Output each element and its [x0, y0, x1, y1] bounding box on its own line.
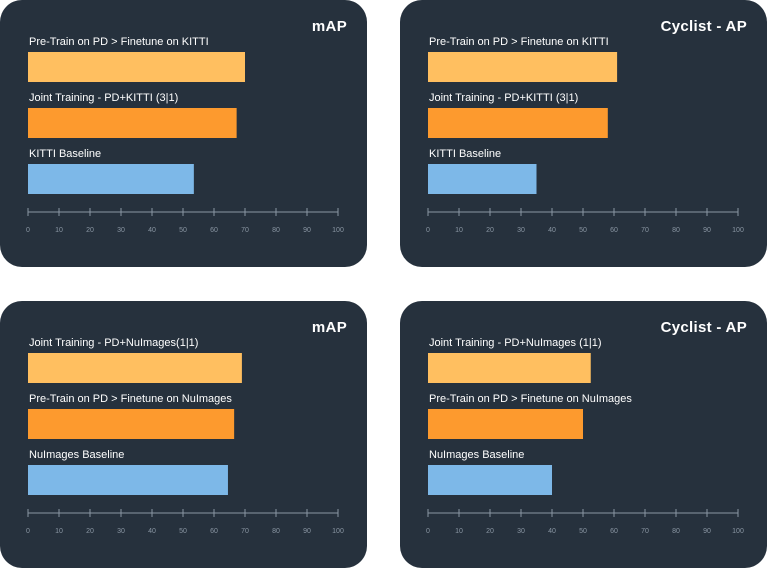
x-tick-label: 40 — [148, 227, 156, 234]
x-tick-label: 30 — [517, 528, 525, 535]
chart-panel-kitti-cyclist-ap: Cyclist - AP Pre-Train on PD > Finetune … — [400, 0, 767, 267]
chart-title: mAP — [311, 319, 347, 336]
bar-category-label: Pre-Train on PD > Finetune on KITTI — [429, 36, 609, 48]
x-tick-label: 50 — [179, 227, 187, 234]
bar — [428, 353, 591, 383]
x-tick-label: 90 — [303, 227, 311, 234]
x-tick-label: 30 — [517, 227, 525, 234]
bar-chart-svg: Joint Training - PD+NuImages (1|1) Pre-Tr… — [426, 337, 744, 535]
bar — [28, 409, 235, 439]
x-tick-label: 90 — [703, 528, 711, 535]
bar — [428, 465, 552, 495]
bar — [28, 465, 228, 495]
bar — [428, 164, 537, 194]
chart-panel-nuimages-cyclist-ap: Cyclist - AP Joint Training - PD+NuImage… — [400, 301, 767, 568]
x-tick-label: 90 — [703, 227, 711, 234]
x-tick-label: 60 — [210, 227, 218, 234]
x-tick-label: 30 — [117, 227, 125, 234]
bar-chart-svg: Pre-Train on PD > Finetune on KITTI Joint… — [26, 36, 344, 234]
x-tick-label: 20 — [486, 528, 494, 535]
x-tick-label: 50 — [179, 528, 187, 535]
bar-category-label: Joint Training - PD+KITTI (3|1) — [429, 92, 578, 104]
x-tick-label: 100 — [332, 227, 344, 234]
bar — [28, 108, 237, 138]
x-tick-label: 60 — [610, 227, 618, 234]
bar-category-label: KITTI Baseline — [29, 148, 101, 160]
bar-category-label: KITTI Baseline — [429, 148, 501, 160]
x-tick-label: 80 — [272, 528, 280, 535]
x-tick-label: 10 — [55, 227, 63, 234]
x-tick-label: 70 — [641, 227, 649, 234]
x-tick-label: 70 — [241, 528, 249, 535]
x-tick-label: 100 — [332, 528, 344, 535]
x-tick-label: 30 — [117, 528, 125, 535]
chart-panel-nuimages-map: mAP Joint Training - PD+NuImages(1|1) Pre… — [0, 301, 367, 568]
x-tick-label: 40 — [548, 227, 556, 234]
x-tick-label: 60 — [610, 528, 618, 535]
bar-category-label: NuImages Baseline — [429, 449, 524, 461]
bar-category-label: Pre-Train on PD > Finetune on KITTI — [29, 36, 209, 48]
x-tick-label: 10 — [455, 528, 463, 535]
chart-panel-kitti-map: mAP Pre-Train on PD > Finetune on KITTI J… — [0, 0, 367, 267]
bar-chart-svg: Pre-Train on PD > Finetune on KITTI Joint… — [426, 36, 744, 234]
chart-title: mAP — [311, 18, 347, 35]
bar — [428, 108, 608, 138]
x-tick-label: 80 — [672, 528, 680, 535]
x-tick-label: 0 — [26, 528, 30, 535]
bar-category-label: Pre-Train on PD > Finetune on NuImages — [29, 393, 232, 405]
x-tick-label: 70 — [241, 227, 249, 234]
x-tick-label: 20 — [486, 227, 494, 234]
x-tick-label: 10 — [55, 528, 63, 535]
bar-category-label: Joint Training - PD+KITTI (3|1) — [29, 92, 178, 104]
bar — [28, 353, 242, 383]
bar-category-label: Joint Training - PD+NuImages(1|1) — [29, 337, 198, 349]
bar-category-label: Pre-Train on PD > Finetune on NuImages — [429, 393, 632, 405]
x-tick-label: 100 — [732, 528, 744, 535]
chart-title: Cyclist - AP — [660, 319, 747, 336]
chart-title: Cyclist - AP — [660, 18, 747, 35]
bar — [428, 52, 618, 82]
x-tick-label: 20 — [86, 227, 94, 234]
x-tick-label: 80 — [672, 227, 680, 234]
x-tick-label: 40 — [148, 528, 156, 535]
x-tick-label: 10 — [455, 227, 463, 234]
bar-category-label: NuImages Baseline — [29, 449, 124, 461]
x-tick-label: 0 — [426, 528, 430, 535]
bar — [28, 164, 194, 194]
x-tick-label: 0 — [426, 227, 430, 234]
x-tick-label: 80 — [272, 227, 280, 234]
x-tick-label: 90 — [303, 528, 311, 535]
bar — [428, 409, 583, 439]
x-tick-label: 0 — [26, 227, 30, 234]
bar-category-label: Joint Training - PD+NuImages (1|1) — [429, 337, 602, 349]
x-tick-label: 60 — [210, 528, 218, 535]
bar-chart-svg: Joint Training - PD+NuImages(1|1) Pre-Tra… — [26, 337, 344, 535]
bar — [28, 52, 245, 82]
x-tick-label: 70 — [641, 528, 649, 535]
x-tick-label: 20 — [86, 528, 94, 535]
x-tick-label: 50 — [579, 227, 587, 234]
x-tick-label: 40 — [548, 528, 556, 535]
x-tick-label: 50 — [579, 528, 587, 535]
x-tick-label: 100 — [732, 227, 744, 234]
